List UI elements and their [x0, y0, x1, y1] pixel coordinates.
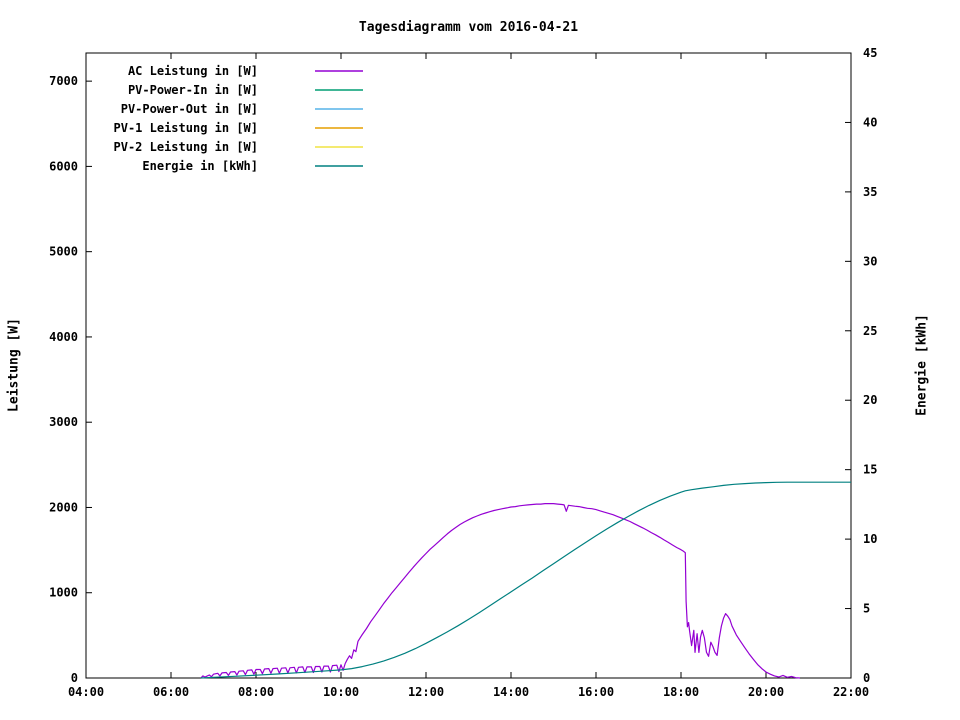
legend-label-1: PV-Power-In in [W] — [128, 83, 258, 97]
y-right-tick-label: 20 — [863, 393, 877, 407]
y-left-tick-label: 7000 — [49, 74, 78, 88]
x-tick-label: 20:00 — [748, 685, 784, 699]
legend-label-5: Energie in [kWh] — [142, 159, 258, 173]
x-tick-label: 14:00 — [493, 685, 529, 699]
chart-title: Tagesdiagramm vom 2016-04-21 — [358, 20, 579, 35]
y-right-tick-label: 0 — [863, 671, 870, 685]
y-right-tick-label: 45 — [863, 46, 877, 60]
y-left-tick-label: 2000 — [49, 500, 78, 514]
legend-label-3: PV-1 Leistung in [W] — [114, 121, 259, 135]
y-right-tick-label: 25 — [863, 324, 877, 338]
x-tick-label: 18:00 — [663, 685, 699, 699]
y-right-tick-label: 35 — [863, 185, 877, 199]
y-left-tick-label: 4000 — [49, 330, 78, 344]
x-tick-label: 22:00 — [833, 685, 869, 699]
x-tick-label: 06:00 — [153, 685, 189, 699]
x-tick-label: 16:00 — [578, 685, 614, 699]
y-left-tick-label: 5000 — [49, 245, 78, 259]
y-left-tick-label: 6000 — [49, 159, 78, 173]
legend-label-2: PV-Power-Out in [W] — [121, 102, 258, 116]
legend-label-0: AC Leistung in [W] — [128, 64, 258, 78]
y-right-tick-label: 30 — [863, 254, 877, 268]
y-right-tick-label: 15 — [863, 463, 877, 477]
legend-label-4: PV-2 Leistung in [W] — [114, 140, 259, 154]
y-right-tick-label: 10 — [863, 532, 877, 546]
y-right-tick-label: 40 — [863, 115, 877, 129]
series-line-5 — [200, 481, 851, 679]
plot-border — [85, 52, 852, 679]
y-left-tick-label: 3000 — [49, 415, 78, 429]
y-right-tick-label: 5 — [863, 602, 870, 616]
x-tick-label: 12:00 — [408, 685, 444, 699]
x-tick-label: 04:00 — [68, 685, 104, 699]
x-tick-label: 10:00 — [323, 685, 359, 699]
y-left-tick-label: 0 — [71, 671, 78, 685]
y-left-tick-label: 1000 — [49, 586, 78, 600]
x-tick-label: 08:00 — [238, 685, 274, 699]
series-line-0 — [200, 503, 801, 679]
